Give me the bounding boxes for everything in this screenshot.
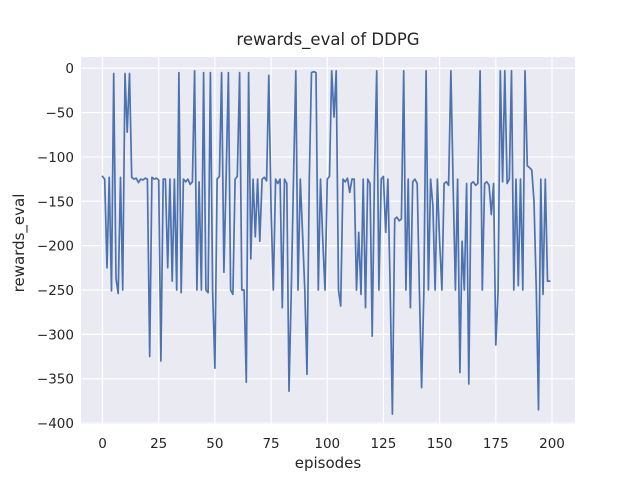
y-tick-label: −350	[37, 372, 74, 388]
y-tick-label: −50	[46, 106, 75, 122]
x-tick-label: 25	[150, 436, 167, 452]
y-tick-label: −100	[37, 150, 74, 166]
x-tick-label: 50	[206, 436, 223, 452]
rewards-eval-line	[101, 70, 551, 416]
y-tick-label: 0	[65, 61, 74, 77]
x-tick-label: 175	[483, 436, 509, 452]
y-tick-label: −400	[37, 416, 74, 432]
x-tick-label: 0	[98, 436, 107, 452]
y-axis-label: rewards_eval	[10, 194, 29, 293]
y-tick-label: −250	[37, 283, 74, 299]
x-tick-label: 125	[371, 436, 397, 452]
y-tick-label: −200	[37, 239, 74, 255]
x-tick-label: 100	[314, 436, 340, 452]
y-tick-label: −150	[37, 194, 74, 210]
x-tick-label: 75	[262, 436, 279, 452]
y-tick-label: −300	[37, 327, 74, 343]
y-tick-labels: 0 −50 −100 −150 −200 −250 −300 −350 −400	[37, 61, 74, 432]
plot-area	[81, 57, 575, 424]
chart-title: rewards_eval of DDPG	[236, 30, 419, 50]
x-tick-labels: 0 25 50 75 100 125 150 175 200	[98, 436, 565, 452]
x-tick-label: 150	[427, 436, 453, 452]
x-axis-label: episodes	[295, 454, 362, 472]
gridlines	[81, 57, 575, 424]
x-tick-label: 200	[539, 436, 565, 452]
